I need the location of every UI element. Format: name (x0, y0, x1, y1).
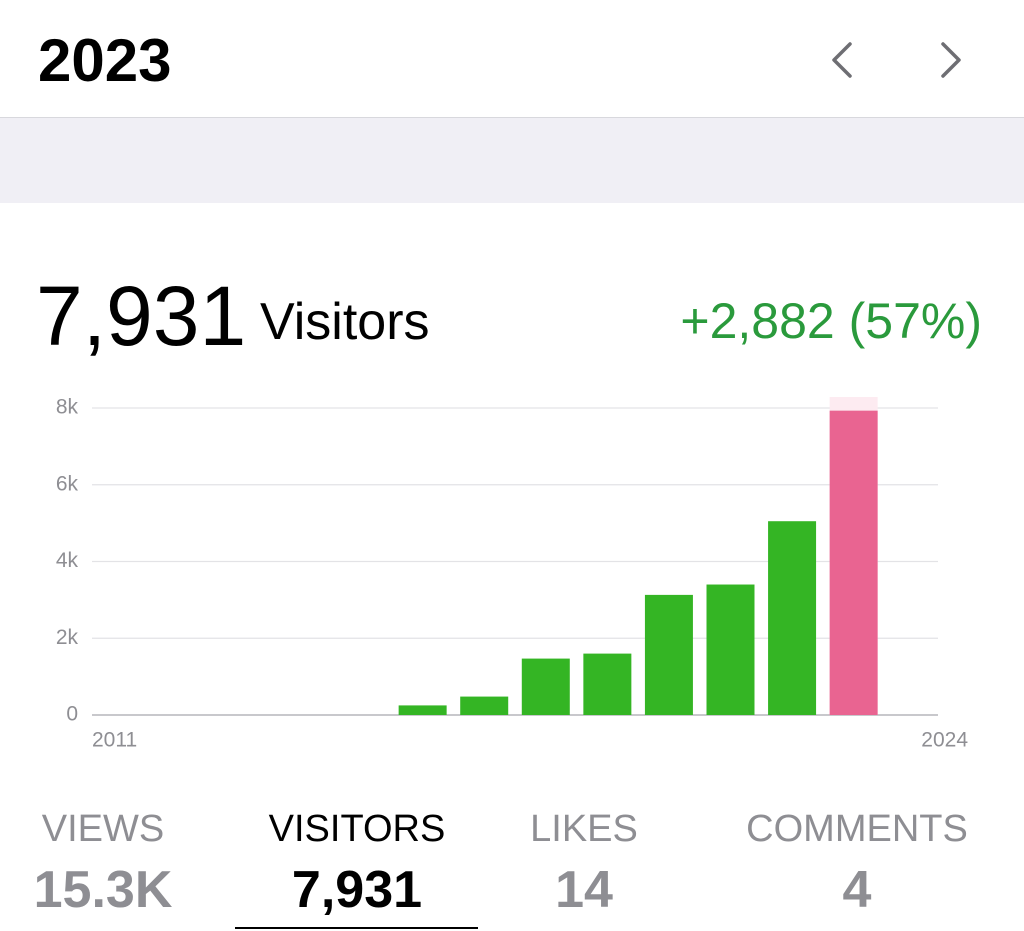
visitor-count: 7,931 (36, 269, 247, 363)
selected-underline (235, 927, 478, 929)
next-button[interactable] (941, 42, 961, 78)
stat-value[interactable]: 14 (555, 861, 613, 919)
stat-label[interactable]: VIEWS (41, 808, 165, 850)
stat-value[interactable]: 4 (842, 861, 872, 919)
bar (829, 410, 878, 715)
bar (521, 658, 570, 715)
y-tick-label: 2k (56, 626, 79, 649)
nav-icons (832, 42, 961, 78)
bar (644, 594, 693, 715)
highlight (829, 397, 878, 715)
spacer-band (0, 118, 1024, 203)
x-tick-label: 2024 (921, 729, 968, 752)
header: 2023 (0, 0, 1024, 118)
x-tick-label: 2011 (92, 729, 137, 752)
stat-value[interactable]: 15.3K (33, 861, 173, 919)
bar (583, 653, 632, 715)
bar (768, 521, 817, 715)
stat-value[interactable]: 7,931 (291, 861, 423, 919)
change: +2,882 (57%) (680, 293, 982, 349)
y-tick-label: 8k (56, 396, 79, 419)
prev-button[interactable] (832, 42, 852, 78)
y-tick-label: 4k (56, 549, 79, 572)
stat-label[interactable]: VISITORS (268, 808, 446, 850)
stat-label[interactable]: LIKES (530, 808, 638, 850)
bar (706, 584, 755, 715)
bar (460, 696, 509, 715)
y-tick-label: 0 (66, 703, 78, 726)
bar (398, 705, 447, 715)
y-tick-label: 6k (56, 472, 79, 495)
visitor-label: Visitors (260, 293, 430, 351)
year-title: 2023 (38, 27, 172, 94)
stat-label[interactable]: COMMENTS (746, 808, 968, 850)
